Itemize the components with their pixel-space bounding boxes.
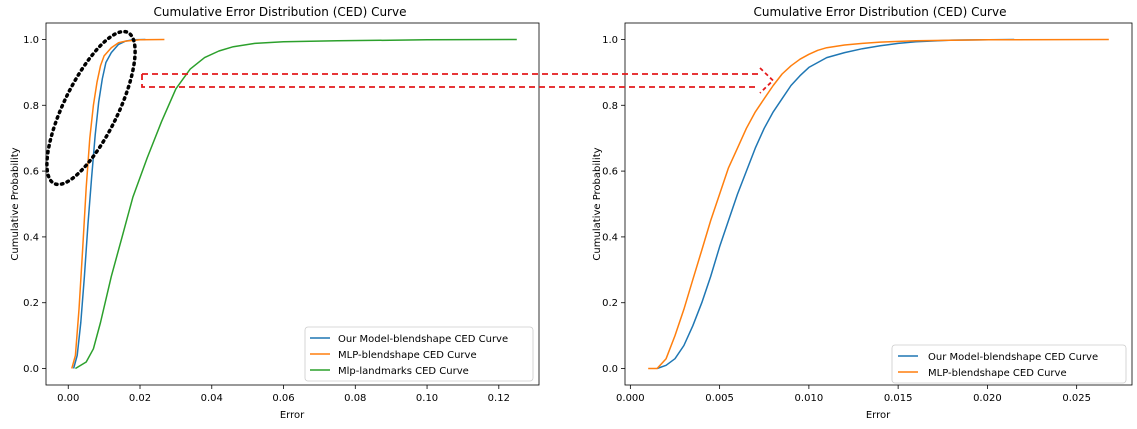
x-tick-label: 0.005 [705,393,734,404]
x-tick-label: 0.04 [201,393,223,404]
y-tick-label: 0.2 [602,298,618,309]
legend-label-mlp-blendshape: MLP-blendshape CED Curve [338,350,477,361]
y-tick-label: 1.0 [602,35,618,46]
legend: Our Model-blendshape CED Curve MLP-blend… [891,344,1127,384]
x-ticks: 0.00 0.02 0.04 0.06 0.08 0.10 0.12 [57,385,510,404]
y-tick-label: 0.4 [23,232,39,243]
y-tick-label: 0.0 [602,364,618,375]
zoom-arrow [141,73,758,88]
plot-area-frame [45,22,540,386]
chart-title: Cumulative Error Distribution (CED) Curv… [754,5,1007,19]
x-tick-label: 0.12 [488,393,510,404]
y-tick-label: 0.0 [23,364,39,375]
x-tick-label: 0.025 [1062,393,1091,404]
series-line-1 [71,38,165,369]
x-tick-label: 0.02 [129,393,151,404]
zoom-arrow-head [759,67,775,94]
y-tick-label: 0.2 [23,298,39,309]
plot-area-frame [624,22,1133,386]
legend-label-mlp-blendshape: MLP-blendshape CED Curve [928,368,1067,379]
x-tick-label: 0.08 [344,393,366,404]
y-tick-label: 0.8 [23,101,39,112]
legend-label-mlp-landmarks: Mlp-landmarks CED Curve [338,366,469,377]
series-line-2 [75,38,517,370]
y-axis-label: Cumulative Probability [592,147,603,260]
plot-lines [71,38,517,370]
legend-box [304,326,534,382]
legend-label-our-model: Our Model-blendshape CED Curve [338,334,508,345]
legend: Our Model-blendshape CED Curve MLP-blend… [304,326,534,382]
highlight-ellipse [45,29,137,187]
y-tick-label: 0.6 [23,167,39,178]
y-ticks: 0.0 0.2 0.4 0.6 0.8 1.0 [23,35,46,375]
legend-box [891,344,1127,384]
x-tick-label: 0.010 [795,393,824,404]
x-tick-label: 0.000 [616,393,645,404]
x-tick-label: 0.06 [272,393,294,404]
y-tick-label: 0.4 [602,232,618,243]
y-tick-label: 0.6 [602,167,618,178]
x-axis-label: Error [280,410,305,421]
x-axis-label: Error [866,410,891,421]
y-axis-label: Cumulative Probability [10,147,21,260]
x-tick-label: 0.00 [57,393,79,404]
left-chart: Cumulative Error Distribution (CED) Curv… [10,5,540,421]
series-line-0 [72,38,146,369]
x-tick-label: 0.020 [973,393,1002,404]
x-tick-label: 0.015 [884,393,913,404]
y-ticks: 0.0 0.2 0.4 0.6 0.8 1.0 [602,35,625,375]
series-line-0 [656,38,1015,370]
series-line-1 [648,38,1109,370]
y-tick-label: 0.8 [602,101,618,112]
chart-title: Cumulative Error Distribution (CED) Curv… [154,5,407,19]
right-chart: Cumulative Error Distribution (CED) Curv… [592,5,1133,421]
y-tick-label: 1.0 [23,35,39,46]
x-tick-label: 0.10 [416,393,438,404]
legend-label-our-model: Our Model-blendshape CED Curve [928,352,1098,363]
plot-lines [648,38,1109,370]
x-ticks: 0.000 0.005 0.010 0.015 0.020 0.025 [616,385,1091,404]
